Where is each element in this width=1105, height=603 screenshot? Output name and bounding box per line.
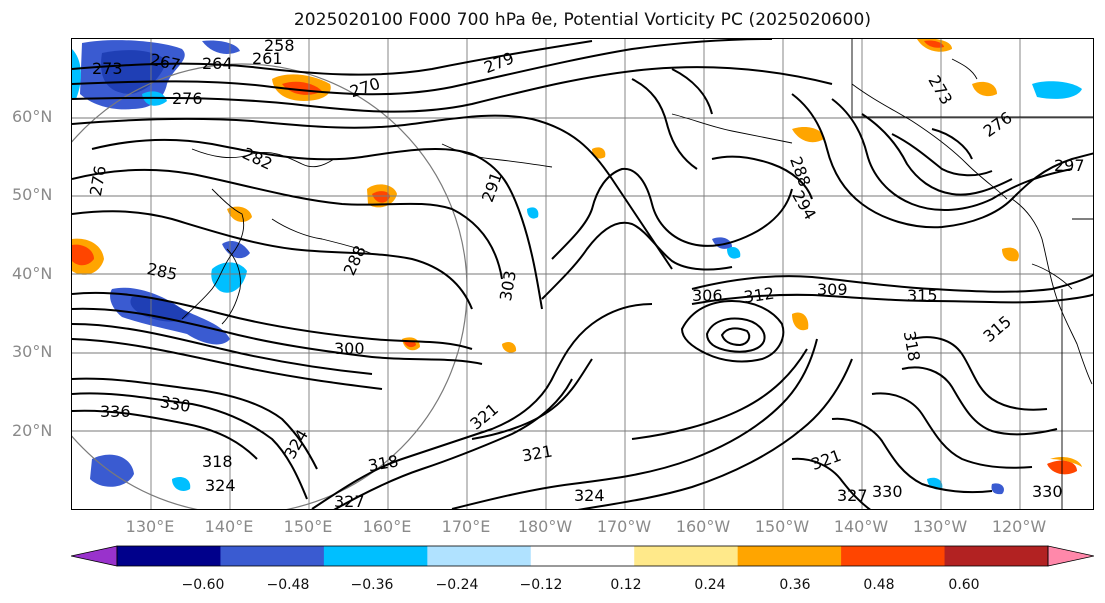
contour-label: 288	[786, 154, 814, 189]
contour-label: 324	[574, 486, 605, 505]
contour-label: 315	[979, 312, 1015, 346]
colorbar-extend-high	[1047, 545, 1094, 567]
longitude-label: 160°W	[675, 517, 731, 536]
colorbar-tick-label: −0.48	[266, 577, 310, 593]
colorbar-tick-label: −0.36	[350, 577, 394, 593]
contour-label: 273	[924, 72, 956, 108]
colorbar-segment	[530, 546, 635, 566]
contour-label: 309	[817, 280, 848, 299]
longitude-label: 170°E	[441, 517, 491, 536]
colorbar	[71, 545, 1094, 567]
latitude-label: 50°N	[12, 185, 53, 204]
longitude-label: 130°E	[125, 517, 175, 536]
colorbar-tick-label: −0.12	[519, 577, 563, 593]
colorbar-tick-label: 0.60	[948, 577, 980, 593]
colorbar-tick-label: 0.24	[694, 577, 726, 593]
latitude-label: 60°N	[12, 107, 53, 126]
contour-label: 312	[743, 284, 776, 307]
contour-label: 270	[347, 74, 382, 102]
colorbar-segment	[634, 546, 739, 566]
contour-label: 288	[340, 243, 370, 279]
contour-label: 303	[496, 269, 520, 302]
longitude-label: 140°W	[833, 517, 889, 536]
latitude-label: 40°N	[12, 264, 53, 283]
contour-label: 285	[145, 259, 179, 284]
contour-label: 291	[478, 169, 506, 204]
map-canvas: 273 267 264 261 258 276 270 279 282 276 …	[72, 39, 1093, 510]
colorbar-segment	[220, 546, 325, 566]
colorbar-tick-label: −0.60	[181, 577, 225, 593]
contour-label: 330	[159, 392, 192, 416]
coastlines	[181, 39, 1093, 509]
contour-label: 327	[837, 486, 868, 505]
contour-label: 315	[907, 286, 938, 305]
contour-label: 261	[252, 49, 283, 68]
longitude-label: 120°W	[991, 517, 1047, 536]
colorbar-segment	[841, 546, 946, 566]
contour-label: 321	[520, 441, 553, 465]
contour-label: 273	[92, 59, 123, 78]
longitude-label: 170°W	[596, 517, 652, 536]
contour-label: 264	[202, 54, 233, 73]
longitude-label: 140°E	[204, 517, 254, 536]
colorbar-tick-label: 0.12	[610, 577, 642, 593]
contour-label: 276	[172, 89, 203, 108]
contour-label: 300	[334, 339, 365, 358]
latitude-label: 30°N	[12, 342, 53, 361]
contour-label: 330	[872, 482, 903, 501]
contour-label: 327	[334, 492, 365, 510]
longitude-label: 150°W	[754, 517, 810, 536]
contour-label: 321	[808, 446, 843, 474]
latitude-label: 20°N	[12, 421, 53, 440]
contour-label: 258	[264, 39, 295, 55]
colorbar-segment	[117, 546, 221, 566]
contour-label: 318	[202, 452, 233, 471]
longitude-label: 160°E	[362, 517, 412, 536]
contour-label: 297	[1054, 156, 1085, 175]
contour-label: 330	[1032, 482, 1063, 501]
longitude-label: 180°W	[517, 517, 573, 536]
contour-label: 318	[366, 451, 399, 475]
contour-label: 282	[240, 144, 276, 174]
longitude-label: 150°E	[283, 517, 333, 536]
contour-label: 321	[466, 399, 502, 433]
colorbar-segment	[427, 546, 532, 566]
colorbar-outline	[116, 545, 1049, 567]
longitude-label: 130°W	[912, 517, 968, 536]
colorbar-segment	[944, 546, 1049, 566]
contour-label: 324	[205, 476, 236, 495]
contour-label: 276	[980, 108, 1016, 141]
colorbar-segment	[737, 546, 842, 566]
contour-label: 306	[692, 286, 723, 305]
colorbar-tick-label: 0.48	[863, 577, 895, 593]
colorbar-extend-low	[71, 545, 118, 567]
map-title: 2025020100 F000 700 hPa θe, Potential Vo…	[293, 10, 872, 30]
contour-label: 276	[86, 164, 110, 197]
contour-label: 318	[900, 329, 924, 362]
theta-e-contours	[72, 39, 1093, 509]
map-panel: 273 267 264 261 258 276 270 279 282 276 …	[71, 38, 1094, 510]
contour-label: 294	[788, 187, 820, 223]
contour-label: 336	[100, 402, 131, 421]
colorbar-tick-label: −0.24	[435, 577, 479, 593]
colorbar-segment	[323, 546, 428, 566]
reference-circle	[72, 63, 468, 509]
colorbar-tick-label: 0.36	[779, 577, 811, 593]
